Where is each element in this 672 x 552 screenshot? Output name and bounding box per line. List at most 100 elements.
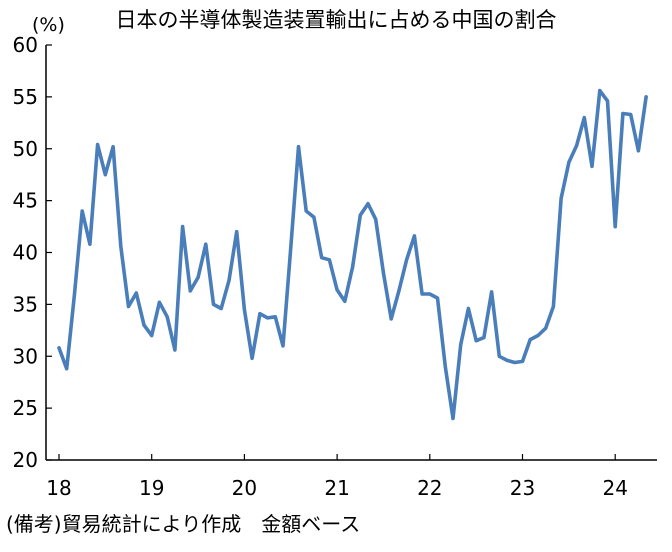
data-point [235, 230, 239, 234]
data-point [80, 209, 84, 213]
data-point [173, 348, 177, 352]
data-point [497, 354, 501, 358]
data-point [459, 343, 463, 347]
series-line [57, 88, 648, 421]
data-point [304, 209, 308, 213]
y-tick-label: 40 [13, 241, 38, 265]
data-point [258, 312, 262, 316]
data-point [181, 225, 185, 229]
y-tick-label: 20 [13, 448, 38, 472]
data-point [242, 308, 246, 312]
data-point [513, 360, 517, 365]
data-point [636, 149, 641, 153]
y-axis-unit: (%) [32, 14, 65, 36]
data-point [366, 202, 370, 206]
data-point [428, 292, 432, 296]
data-point [157, 300, 161, 304]
data-point [111, 145, 115, 149]
data-point [582, 116, 586, 120]
data-point [103, 173, 107, 177]
x-tick-label: 20 [232, 476, 257, 500]
y-tick-label: 55 [13, 85, 38, 109]
data-point [88, 242, 92, 246]
data-point [598, 89, 602, 93]
axes [45, 45, 657, 461]
data-point [150, 333, 154, 338]
data-point [474, 339, 478, 343]
data-point [389, 317, 393, 321]
source-note: (備考)貿易統計により作成 金額ベース [6, 512, 361, 536]
data-point [443, 365, 447, 369]
data-point [296, 145, 301, 149]
y-tick-label: 60 [13, 33, 38, 57]
data-point [590, 164, 594, 168]
x-tick-label: 22 [417, 476, 442, 500]
y-tick-label: 35 [13, 292, 38, 316]
data-point [72, 292, 77, 296]
data-point [211, 302, 216, 306]
data-point [381, 271, 386, 275]
data-point [482, 336, 486, 340]
data-point [505, 358, 509, 362]
data-point [644, 95, 648, 99]
data-point [126, 304, 131, 309]
chart-title: 日本の半導体製造装置輸出に占める中国の割合 [115, 8, 557, 32]
data-point [65, 367, 69, 371]
data-point [289, 245, 293, 249]
data-point [490, 290, 494, 294]
data-point [119, 244, 123, 248]
x-tick-label: 24 [602, 476, 627, 500]
x-tick-label: 21 [324, 476, 349, 500]
data-point [96, 143, 100, 147]
data-point [451, 416, 455, 421]
data-point [358, 213, 362, 217]
data-point [250, 356, 254, 360]
data-point [605, 99, 610, 103]
data-point [559, 196, 563, 201]
data-point [575, 144, 579, 148]
x-tick-label: 18 [46, 476, 71, 500]
data-point [204, 242, 208, 246]
x-tick-label: 19 [139, 476, 164, 500]
data-point [312, 215, 316, 219]
data-point [188, 289, 192, 293]
data-point [520, 359, 525, 363]
plot-area [57, 88, 648, 421]
data-point [165, 315, 169, 319]
data-point [405, 258, 409, 262]
data-point [613, 225, 617, 229]
data-point [551, 304, 556, 309]
data-point [335, 288, 339, 292]
y-tick-label: 50 [13, 137, 38, 161]
data-point [327, 258, 331, 262]
data-point [536, 333, 540, 338]
data-point [281, 344, 285, 348]
data-point [273, 315, 277, 319]
x-axis-ticks: 18 19 20 21 22 23 24 [46, 454, 628, 500]
data-point [227, 278, 231, 283]
data-point [351, 265, 355, 269]
data-point [343, 299, 347, 303]
data-point [134, 291, 138, 295]
data-point [621, 111, 625, 116]
data-point [629, 112, 633, 117]
data-point [567, 160, 571, 164]
data-point [320, 256, 324, 260]
data-point [435, 296, 440, 300]
x-tick-label: 23 [510, 476, 535, 500]
data-point [420, 292, 424, 296]
data-point [412, 234, 416, 238]
data-point [374, 217, 378, 221]
y-tick-label: 30 [13, 344, 38, 368]
y-tick-label: 25 [13, 396, 38, 420]
data-point [57, 346, 61, 350]
data-point [196, 275, 200, 279]
data-point [466, 306, 470, 311]
data-point [142, 323, 146, 327]
data-point [266, 316, 270, 320]
y-axis-ticks: 20 25 30 35 40 45 50 55 60 [13, 33, 52, 472]
data-point [528, 338, 532, 342]
data-point [544, 326, 548, 330]
data-point [219, 306, 223, 311]
